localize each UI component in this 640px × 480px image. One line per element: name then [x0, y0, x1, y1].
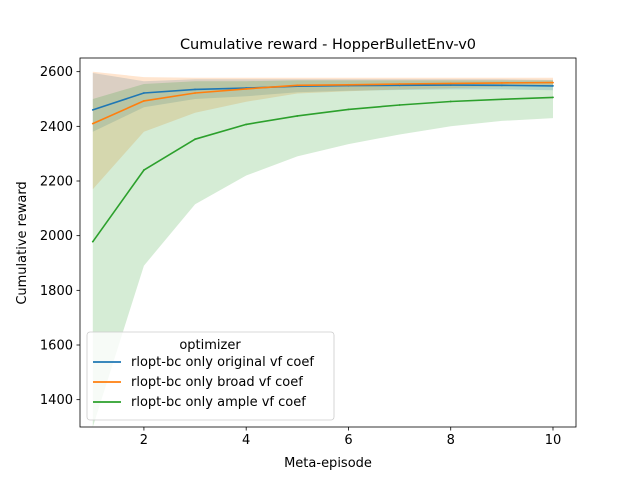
x-tick-label: 2 — [140, 433, 148, 448]
x-axis-ticks: 2 4 6 8 10 — [140, 427, 561, 448]
point-rlopt-bc-only-original-vf-coef — [552, 84, 554, 87]
y-tick-label: 1800 — [40, 284, 73, 299]
legend-label: rlopt-bc only ample vf coef — [131, 395, 306, 410]
point-rlopt-bc-only-ample-vf-coef — [398, 104, 401, 106]
y-tick-label: 2000 — [40, 229, 73, 244]
point-rlopt-bc-only-original-vf-coef — [194, 88, 196, 91]
line-rlopt-bc-only-ample-vf-coef — [92, 96, 554, 243]
point-rlopt-bc-only-ample-vf-coef — [91, 240, 94, 243]
y-axis-label: Cumulative reward — [15, 181, 30, 304]
point-rlopt-bc-only-original-vf-coef — [91, 109, 94, 111]
point-rlopt-bc-only-original-vf-coef — [398, 84, 401, 87]
confidence-bands — [92, 71, 554, 427]
point-rlopt-bc-only-original-vf-coef — [449, 84, 452, 86]
band-rlopt-bc-only-broad-vf-coef — [92, 71, 554, 190]
line-rlopt-bc-only-original-vf-coef — [92, 84, 554, 111]
y-tick-label: 1600 — [40, 339, 73, 354]
point-rlopt-bc-only-ample-vf-coef — [245, 123, 248, 126]
band-rlopt-bc-only-original-vf-coef — [92, 73, 554, 132]
point-rlopt-bc-only-ample-vf-coef — [552, 96, 554, 99]
x-tick-label: 4 — [242, 433, 250, 448]
x-tick-label: 8 — [447, 433, 455, 448]
legend-label: rlopt-bc only broad vf coef — [131, 375, 303, 390]
point-rlopt-bc-only-broad-vf-coef — [245, 87, 248, 90]
point-rlopt-bc-only-original-vf-coef — [500, 84, 503, 87]
point-rlopt-bc-only-ample-vf-coef — [296, 115, 299, 117]
point-rlopt-bc-only-broad-vf-coef — [449, 82, 452, 85]
y-tick-label: 2600 — [40, 65, 73, 80]
x-tick-label: 6 — [344, 433, 352, 448]
point-rlopt-bc-only-ample-vf-coef — [347, 108, 350, 111]
point-rlopt-bc-only-original-vf-coef — [143, 92, 145, 94]
legend-label: rlopt-bc only original vf coef — [131, 355, 314, 370]
chart-title: Cumulative reward - HopperBulletEnv-v0 — [180, 37, 476, 53]
x-tick-label: 10 — [545, 433, 562, 448]
line-rlopt-bc-only-broad-vf-coef — [92, 81, 554, 125]
point-rlopt-bc-only-ample-vf-coef — [194, 138, 196, 141]
point-rlopt-bc-only-broad-vf-coef — [552, 81, 554, 84]
y-axis-ticks: 1400 1600 1800 2000 2200 2400 2600 — [40, 65, 80, 408]
y-tick-label: 2400 — [40, 120, 73, 135]
y-tick-label: 1400 — [40, 393, 73, 408]
legend-title: optimizer — [179, 338, 241, 353]
legend-box — [86, 331, 335, 421]
point-rlopt-bc-only-broad-vf-coef — [296, 84, 299, 87]
point-rlopt-bc-only-broad-vf-coef — [347, 83, 350, 86]
point-rlopt-bc-only-ample-vf-coef — [449, 100, 452, 103]
point-rlopt-bc-only-broad-vf-coef — [500, 81, 503, 84]
legend-entries: rlopt-bc only original vf coef rlopt-bc o… — [93, 355, 314, 410]
point-rlopt-bc-only-ample-vf-coef — [500, 98, 503, 101]
series-lines — [91, 81, 554, 243]
legend: optimizer rlopt-bc only original vf coef… — [86, 331, 335, 421]
x-axis-label: Meta-episode — [284, 456, 372, 471]
plot-frame — [79, 57, 577, 428]
y-tick-label: 2200 — [40, 175, 73, 190]
point-rlopt-bc-only-broad-vf-coef — [398, 83, 401, 85]
point-rlopt-bc-only-broad-vf-coef — [91, 122, 94, 125]
point-rlopt-bc-only-broad-vf-coef — [143, 100, 145, 102]
point-rlopt-bc-only-ample-vf-coef — [143, 169, 145, 171]
band-rlopt-bc-only-ample-vf-coef — [92, 80, 553, 427]
point-rlopt-bc-only-broad-vf-coef — [194, 92, 196, 94]
